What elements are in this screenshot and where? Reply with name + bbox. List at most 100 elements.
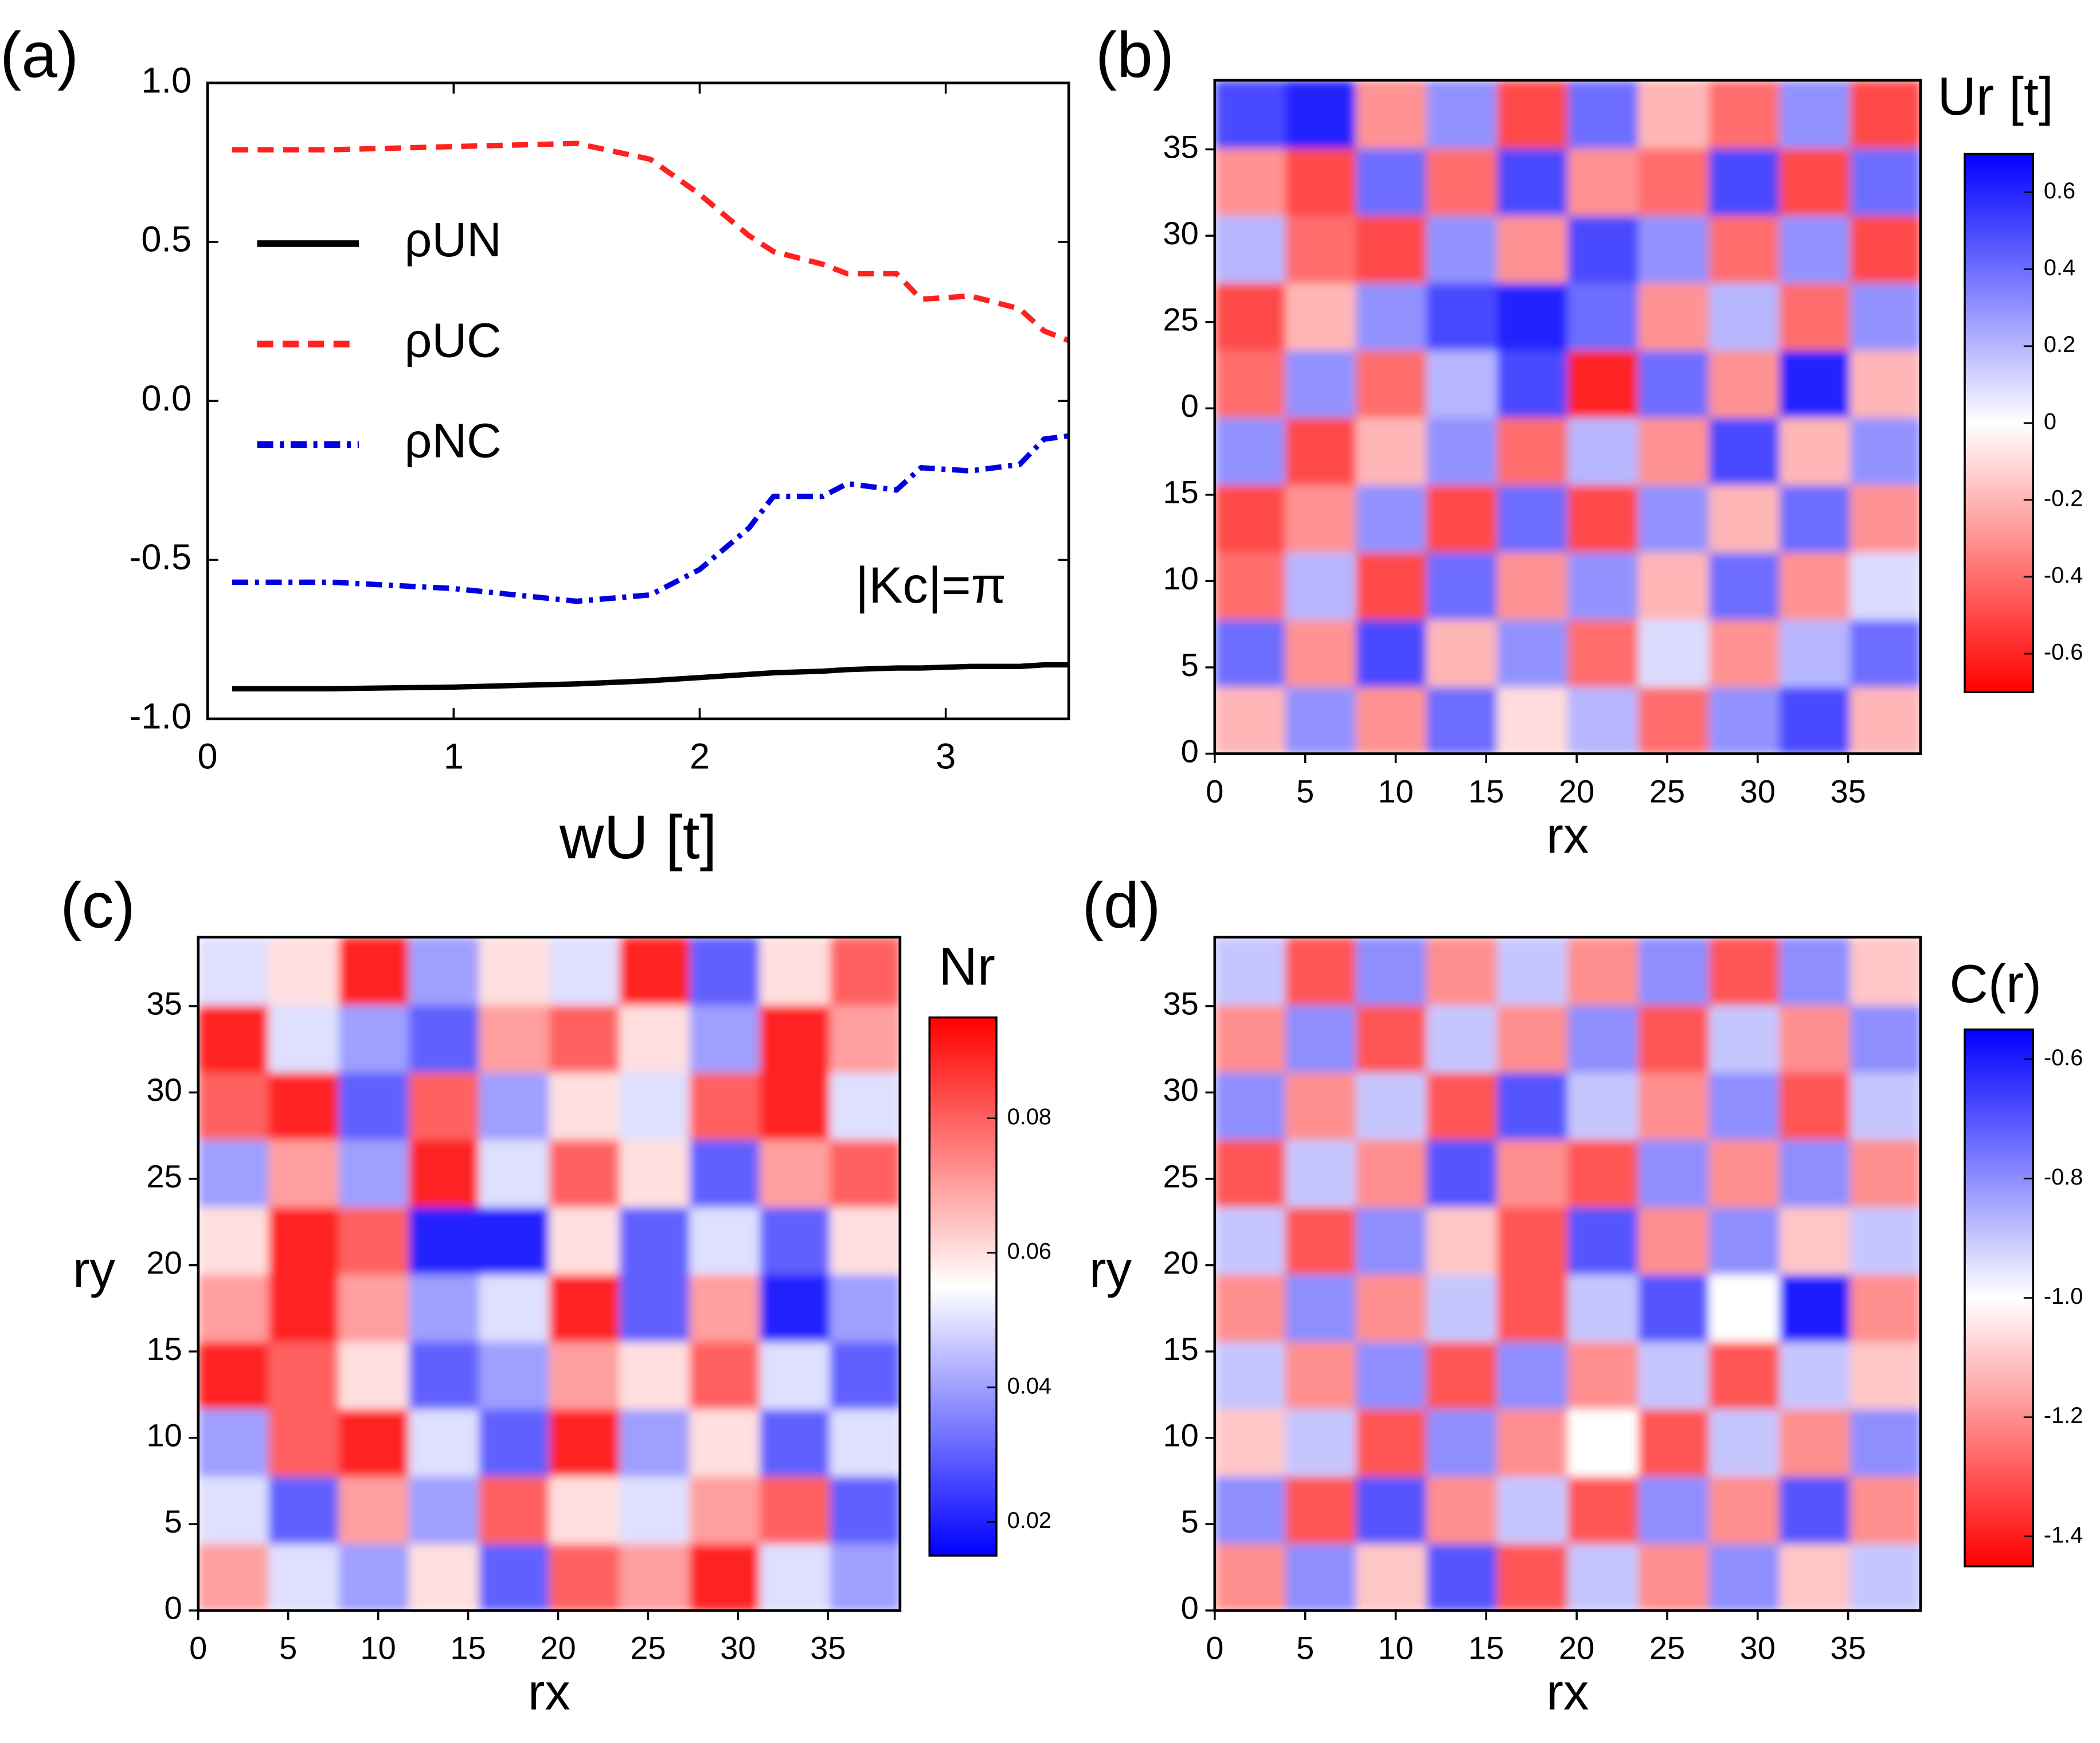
x-tick-label: 10 [360, 1630, 396, 1666]
heatmap-cell [1567, 484, 1639, 553]
heatmap-cell [1708, 619, 1781, 687]
heatmap-cell [1426, 147, 1498, 216]
heatmap-cell [830, 1072, 900, 1140]
heatmap-cell [198, 1341, 269, 1409]
colorbar-tick-label: 0 [2044, 409, 2056, 434]
heatmap-cell [760, 1206, 831, 1275]
heatmap-cell [1285, 1341, 1357, 1409]
heatmap-cell [1426, 1341, 1498, 1409]
heatmap-cell [1638, 1072, 1710, 1140]
colorbar [928, 1016, 998, 1557]
heatmap-cell [1426, 1206, 1498, 1275]
plot-frame [1213, 79, 1922, 755]
heatmap-cell [1708, 552, 1781, 620]
heatmap-cell [1497, 1408, 1569, 1477]
heatmap-cell [1214, 282, 1286, 351]
y-axis-label: ry [1089, 1241, 1132, 1298]
y-tick-label: 30 [1163, 1072, 1198, 1108]
colorbar-tick-label: 0.06 [1007, 1239, 1051, 1264]
heatmap-cell [1638, 1273, 1710, 1342]
heatmap-cell [1497, 619, 1569, 687]
x-tick-label: 20 [540, 1630, 576, 1666]
heatmap-cell [1497, 1072, 1569, 1140]
heatmap-cell [1849, 1206, 1921, 1275]
heatmap-cell [1497, 484, 1569, 553]
heatmap-cell [1779, 349, 1851, 418]
heatmap-cell [689, 1004, 761, 1073]
heatmap-cell [1638, 484, 1710, 553]
heatmap-cell [619, 1004, 691, 1073]
heatmap-cell [1426, 619, 1498, 687]
heatmap-cell [1426, 80, 1498, 148]
heatmap-cell [408, 1543, 480, 1611]
heatmap-cell [1356, 1004, 1428, 1073]
heatmap-cell [1356, 282, 1428, 351]
heatmap-cell [1849, 147, 1921, 216]
heatmap-cell [1779, 686, 1851, 754]
heatmap-cell [549, 1273, 620, 1342]
y-tick-label: 10 [146, 1417, 182, 1453]
heatmap-cell [760, 1543, 831, 1611]
heatmap-cell [1426, 214, 1498, 283]
legend-label: ρNC [405, 413, 502, 467]
heatmap-cell [1779, 552, 1851, 620]
heatmap-cell [549, 1139, 620, 1207]
heatmap-cell [1638, 1408, 1710, 1477]
heatmap-cell [1638, 552, 1710, 620]
heatmap-cell [1567, 552, 1639, 620]
heatmap-cell [830, 1341, 900, 1409]
heatmap-cell [1285, 282, 1357, 351]
x-tick-label: 10 [1378, 1630, 1413, 1666]
x-tick-label: 15 [450, 1630, 486, 1666]
heatmap-cell [1849, 937, 1921, 1006]
x-axis-label: rx [1546, 1664, 1589, 1721]
heatmap-cell [830, 937, 900, 1006]
colorbar-tick-label: -0.8 [2044, 1164, 2083, 1190]
heatmap-cell [1426, 417, 1498, 486]
heatmap-cell [1214, 214, 1286, 283]
heatmap-cell [549, 937, 620, 1006]
y-tick-label: -1.0 [129, 696, 191, 736]
heatmap-cell [1567, 1072, 1639, 1140]
colorbar-tick-label: 0.4 [2044, 255, 2075, 280]
heatmap-cell [1426, 1004, 1498, 1073]
heatmap-cell [1849, 282, 1921, 351]
heatmap-cell [1638, 417, 1710, 486]
heatmap-cell [408, 1206, 480, 1275]
heatmap-cell [408, 1408, 480, 1477]
heatmap-cell [689, 1475, 761, 1544]
heatmap-cell [549, 1543, 620, 1611]
heatmap-cell [1779, 417, 1851, 486]
heatmap-cell [830, 1004, 900, 1073]
heatmap-cell [1779, 1475, 1851, 1544]
colorbar-label: Nr [938, 936, 995, 996]
heatmap-cell [1849, 80, 1921, 148]
heatmap-cell [1285, 214, 1357, 283]
heatmap-cell [1708, 417, 1781, 486]
heatmap-cell [1214, 1004, 1286, 1073]
heatmap-cell [1708, 1206, 1781, 1275]
heatmap-cell [1356, 1341, 1428, 1409]
x-tick-label: 20 [1559, 773, 1594, 809]
heatmap-cell [479, 1408, 550, 1477]
heatmap-cell [1849, 1543, 1921, 1611]
heatmap-cell [198, 1543, 269, 1611]
heatmap-cell [1497, 1273, 1569, 1342]
heatmap-cell [1426, 686, 1498, 754]
heatmap-cell [1708, 1475, 1781, 1544]
heatmap-cell [268, 1341, 339, 1409]
heatmap-cell [338, 937, 410, 1006]
heatmap-cell [1708, 147, 1781, 216]
heatmap-cell [549, 1475, 620, 1544]
heatmap-cell [1849, 1273, 1921, 1342]
heatmap-cell [1779, 282, 1851, 351]
heatmap-cell [198, 1408, 269, 1477]
colorbar [1964, 1028, 2034, 1568]
heatmap-cell [479, 1072, 550, 1140]
x-tick-label: 5 [1296, 1630, 1314, 1666]
colorbar-tick-label: -1.0 [2044, 1284, 2083, 1309]
heatmap-cell [268, 1206, 339, 1275]
heatmap-cell [689, 937, 761, 1006]
heatmap-cell [1285, 349, 1357, 418]
heatmap-cell [1708, 484, 1781, 553]
